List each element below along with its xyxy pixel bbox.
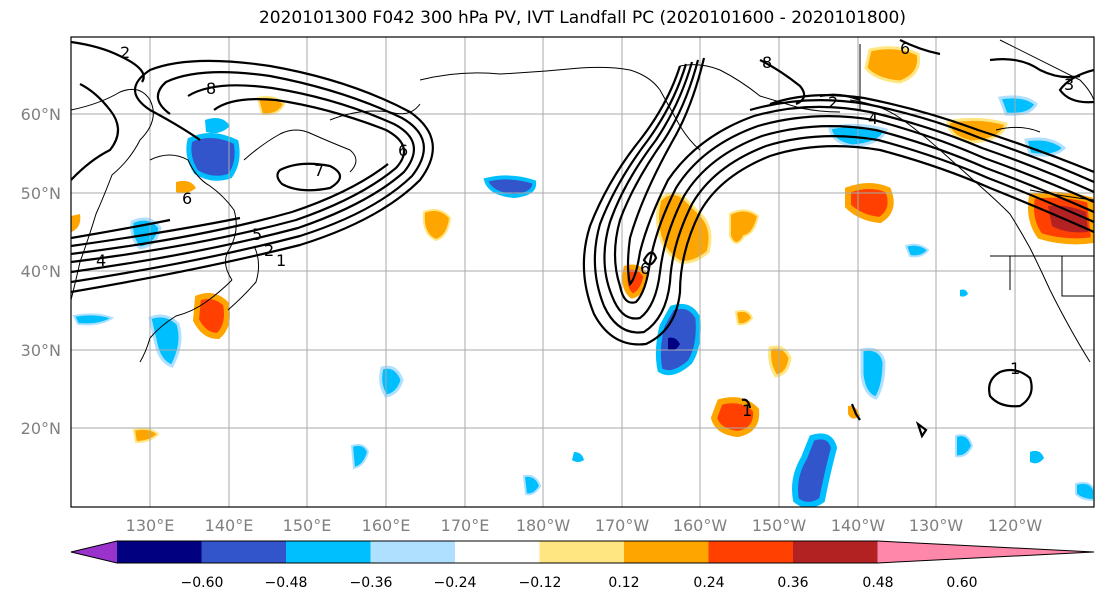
contour-label: 2	[264, 241, 274, 260]
colorbar-tick: −0.24	[434, 575, 477, 591]
contour-label: 1	[1010, 359, 1020, 378]
contour-label: 8	[762, 53, 772, 72]
contour-label: 4	[96, 251, 106, 270]
colorbar-cell	[708, 541, 794, 563]
lon-tick: 180°W	[516, 516, 571, 535]
contour-label: 6	[398, 141, 408, 160]
contour-labels: 2 6 8 7 6 5 2 1 4 6 8 2 4 6 3 1 1	[96, 39, 1074, 420]
colorbar-cell	[201, 541, 287, 563]
contour-label: 1	[276, 251, 286, 270]
contour-label: 6	[900, 39, 910, 58]
plot-frame	[70, 36, 1095, 508]
contour-label: 1	[742, 401, 752, 420]
colorbar-tick: 0.12	[608, 575, 639, 591]
lon-tick: 120°W	[988, 516, 1043, 535]
latitude-labels: 60°N 50°N 40°N 30°N 20°N	[21, 105, 61, 438]
colorbar-cell	[455, 541, 540, 563]
colorbar-cell	[793, 541, 878, 563]
colorbar-tick: −0.48	[265, 575, 308, 591]
plot-area: 2 6 8 7 6 5 2 1 4 6 8 2 4 6 3 1 1	[70, 36, 1095, 508]
colorbar-cell	[624, 541, 709, 563]
longitude-labels: 130°E 140°E 150°E 160°E 170°E 180°W 170°…	[126, 516, 1043, 535]
lat-tick: 40°N	[21, 262, 61, 281]
colorbar-cell	[286, 541, 371, 563]
lat-tick: 60°N	[21, 105, 61, 124]
colorbar-tick: 0.60	[946, 575, 977, 591]
lat-tick: 50°N	[21, 184, 61, 203]
pv-contours	[71, 39, 1094, 439]
lon-tick: 170°W	[595, 516, 650, 535]
colorbar-cell	[370, 541, 456, 563]
colorbar-extend-low	[71, 541, 117, 563]
colorbar-tick: −0.60	[181, 575, 224, 591]
colorbar-tick: 0.24	[693, 575, 724, 591]
map-title: 2020101300 F042 300 hPa PV, IVT Landfall…	[258, 8, 906, 28]
contour-label: 6	[182, 189, 192, 208]
contour-label: 2	[120, 43, 130, 62]
contour-label: 8	[206, 79, 216, 98]
contour-label: 6	[640, 259, 650, 278]
colorbar-tick: 0.48	[862, 575, 893, 591]
colorbar-cell	[539, 541, 625, 563]
coastlines	[71, 39, 1094, 363]
lon-tick: 160°E	[362, 516, 411, 535]
lon-tick: 140°E	[205, 516, 254, 535]
lon-tick: 150°W	[752, 516, 807, 535]
contour-label: 7	[314, 161, 324, 180]
colorbar: −0.60 −0.48 −0.36 −0.24 −0.12 0.12 0.24 …	[70, 540, 1095, 591]
contour-label: 3	[1064, 75, 1074, 94]
lon-tick: 140°W	[831, 516, 886, 535]
lon-tick: 150°E	[283, 516, 332, 535]
lon-tick: 170°E	[441, 516, 490, 535]
lon-tick: 160°W	[673, 516, 728, 535]
colorbar-tick: 0.36	[777, 575, 808, 591]
colorbar-cell	[117, 541, 202, 563]
lat-tick: 20°N	[21, 419, 61, 438]
contour-label: 2	[828, 93, 838, 112]
gridlines	[71, 37, 1094, 507]
lon-tick: 130°W	[909, 516, 964, 535]
lon-tick: 130°E	[126, 516, 175, 535]
contour-label: 4	[868, 109, 878, 128]
contour-label: 5	[252, 225, 262, 244]
colorbar-tick: −0.36	[350, 575, 393, 591]
colorbar-extend-high	[877, 541, 1094, 563]
lat-tick: 30°N	[21, 341, 61, 360]
colorbar-tick: −0.12	[519, 575, 562, 591]
